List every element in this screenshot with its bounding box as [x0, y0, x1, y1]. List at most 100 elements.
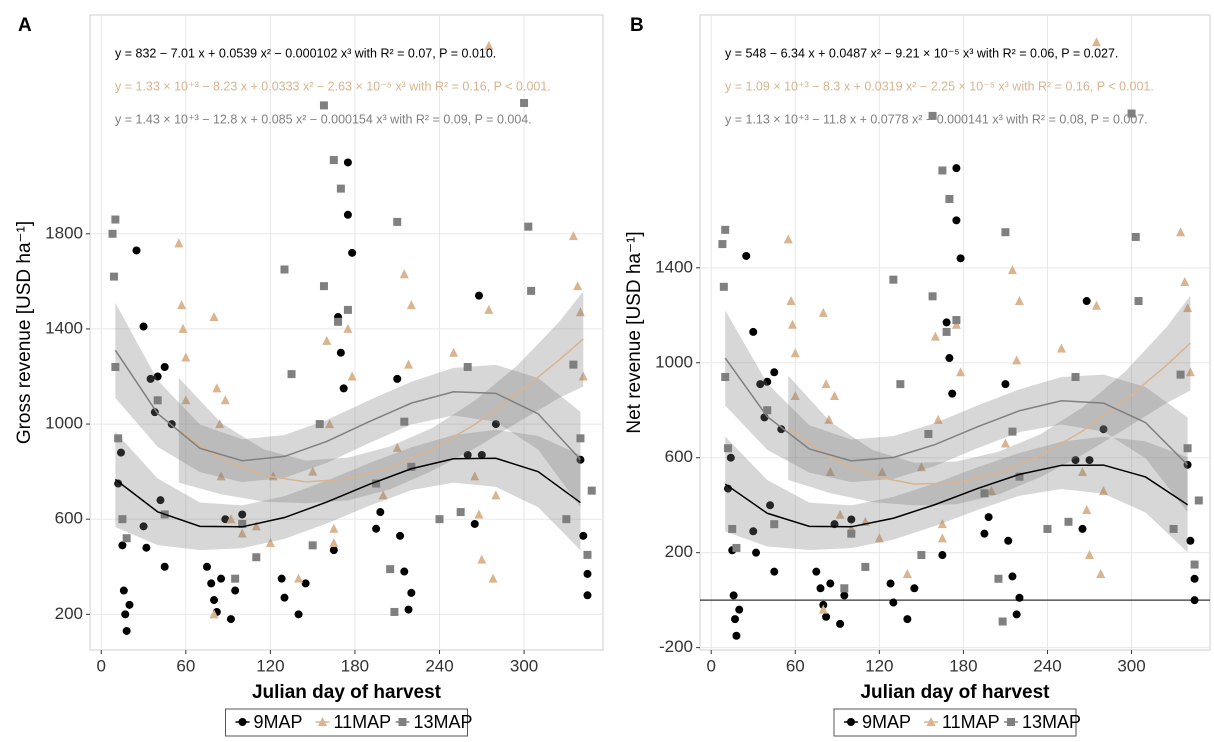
- x-tick-label: 60: [786, 656, 805, 675]
- point: [1012, 355, 1022, 365]
- point: [1092, 300, 1102, 310]
- point: [1082, 504, 1092, 514]
- y-tick-label: -200: [659, 637, 693, 656]
- point: [132, 246, 141, 255]
- point: [790, 391, 800, 400]
- point: [372, 479, 381, 488]
- point: [329, 523, 339, 533]
- point: [770, 368, 779, 377]
- point: [847, 529, 856, 538]
- legend-marker: [926, 717, 936, 726]
- point: [568, 231, 578, 241]
- point: [956, 254, 965, 263]
- y-tick-label: 200: [665, 542, 693, 561]
- y-tick-label: 600: [55, 509, 83, 528]
- point: [1008, 572, 1017, 581]
- point: [114, 434, 123, 443]
- x-tick-label: 0: [97, 656, 106, 675]
- point: [1015, 593, 1024, 602]
- point: [142, 543, 151, 552]
- confidence-band: [788, 295, 1191, 506]
- point: [520, 98, 529, 107]
- point: [174, 238, 184, 248]
- legend-marker: [238, 718, 247, 726]
- point: [583, 591, 592, 600]
- fit-line: [178, 338, 584, 483]
- point: [226, 615, 235, 624]
- point: [488, 573, 498, 583]
- legend-label: 13MAP: [1022, 712, 1081, 732]
- legend-box: [833, 708, 1077, 737]
- point: [378, 490, 388, 500]
- point: [252, 553, 261, 562]
- point: [1001, 228, 1010, 237]
- fit-line: [787, 342, 1191, 485]
- legend-label: 11MAP: [334, 712, 392, 732]
- point: [1015, 472, 1024, 481]
- point: [117, 448, 126, 457]
- point: [109, 272, 118, 281]
- point: [146, 374, 155, 383]
- point: [783, 234, 793, 244]
- point: [108, 229, 117, 238]
- point: [1085, 550, 1095, 560]
- point: [315, 420, 324, 429]
- y-tick-label: 200: [55, 604, 83, 623]
- point: [329, 156, 338, 165]
- point: [215, 419, 225, 429]
- point: [790, 348, 800, 358]
- point: [119, 586, 128, 595]
- point: [937, 519, 947, 529]
- point: [1183, 303, 1193, 313]
- point: [474, 291, 483, 300]
- point: [1099, 425, 1108, 434]
- point: [1092, 37, 1102, 47]
- point: [742, 251, 751, 260]
- point: [202, 562, 211, 571]
- point: [1085, 456, 1094, 465]
- point: [477, 450, 486, 459]
- point: [231, 586, 240, 595]
- point: [825, 466, 835, 476]
- point: [749, 327, 758, 336]
- point: [336, 348, 345, 357]
- point: [980, 489, 989, 498]
- point: [835, 509, 845, 519]
- point: [177, 300, 187, 310]
- point: [474, 509, 484, 519]
- point: [719, 282, 728, 291]
- x-tick-label: 60: [176, 656, 195, 675]
- point: [728, 524, 737, 533]
- point: [952, 316, 961, 325]
- point: [238, 510, 247, 519]
- point: [575, 307, 585, 317]
- point: [280, 265, 289, 274]
- point: [1012, 610, 1021, 619]
- point: [114, 479, 123, 488]
- point: [732, 543, 741, 552]
- point: [1001, 380, 1010, 389]
- y-tick-label: 600: [665, 447, 693, 466]
- point: [524, 222, 533, 231]
- point: [729, 591, 738, 600]
- point: [484, 40, 494, 50]
- point: [1194, 496, 1203, 505]
- point: [956, 367, 966, 377]
- point: [1008, 427, 1017, 436]
- point: [587, 486, 596, 495]
- point: [998, 617, 1007, 626]
- point: [889, 275, 898, 284]
- confidence-band: [115, 302, 581, 508]
- point: [874, 533, 884, 543]
- panel: B 0 60 120 180 240 300 -200 200 600 1000 1400 Julian…: [624, 14, 1211, 737]
- point: [153, 396, 162, 405]
- point: [1099, 485, 1109, 495]
- point: [334, 317, 343, 326]
- x-tick-label: 180: [949, 656, 977, 675]
- point: [294, 573, 304, 583]
- point: [268, 471, 278, 481]
- point: [1127, 109, 1136, 118]
- fit-line: [724, 464, 1188, 528]
- point: [393, 217, 402, 226]
- point: [527, 286, 536, 295]
